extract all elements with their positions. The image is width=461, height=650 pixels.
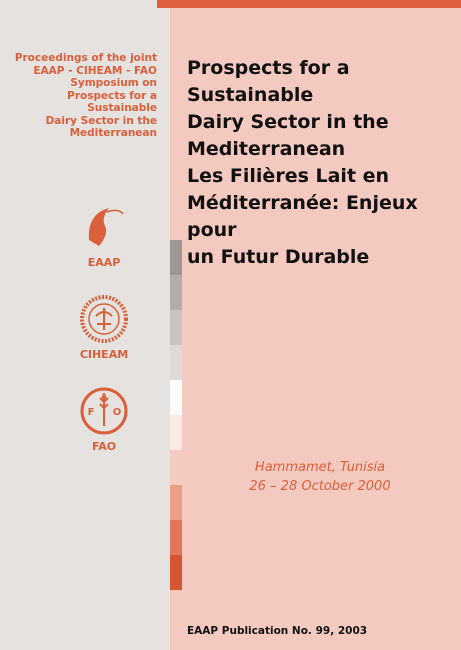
top-bar [157,0,461,8]
ciheam-logo: CIHEAM [64,294,144,361]
title-line: Prospects for a Sustainable [187,57,350,106]
text-line: Symposium on [70,77,157,89]
emblem-letter: A [101,392,108,401]
logo-label: CIHEAM [79,348,129,361]
text-line: Mediterranean [69,127,157,139]
title-line: Dairy Sector in the [187,111,389,133]
emblem-letter: F [88,407,95,418]
logo-icon: F A O [80,387,128,435]
logo-icon [88,208,124,246]
emblem-letter: O [113,407,122,418]
text-line: Dairy Sector in the [45,114,157,127]
venue-line: Hammamet, Tunisia [254,460,386,475]
left-panel [0,0,170,650]
eaap-logo: EAAP [64,200,144,269]
title-french: Les Filières Lait en Méditerranée: Enjeu… [187,163,457,271]
title-line: Mediterranean [187,138,346,160]
venue: Hammamet, Tunisia 26 – 28 October 2000 [220,458,420,496]
text-line: EAAP - CIHEAM - FAO [33,64,157,77]
venue-line: 26 – 28 October 2000 [249,479,391,494]
text-line: Prospects for a Sustainable [67,89,157,115]
title-line: un Futur Durable [187,246,370,268]
proceedings: Proceedings of the joint EAAP - CIHEAM -… [0,52,157,140]
text-line: Proceedings of the joint [14,52,157,64]
color-strip [170,240,182,590]
logo-icon [80,295,128,343]
logo-label: FAO [91,440,117,453]
fao-logo: F A O FAO [64,386,144,453]
title-english: Prospects for a Sustainable Dairy Sector… [187,55,457,163]
logo-label: EAAP [87,256,121,269]
title-line: Les Filières Lait en [187,165,390,187]
publication: EAAP Publication No. 99, 2003 [187,625,368,637]
title-line: Méditerranée: Enjeux pour [187,192,418,241]
